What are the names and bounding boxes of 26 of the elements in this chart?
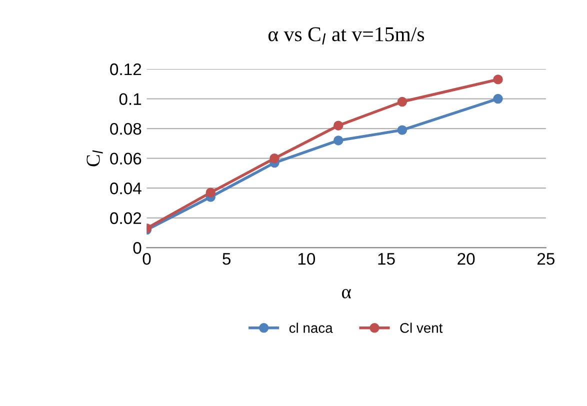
y-tick-label: 0.1	[119, 93, 142, 105]
y-tick-label: 0.12	[110, 63, 142, 76]
x-tick-label: 10	[298, 252, 316, 265]
x-tick-label: 20	[458, 252, 475, 265]
point	[397, 125, 408, 135]
x-tick-label: 15	[378, 253, 395, 265]
x-tick-label: 25	[537, 252, 554, 265]
chart-title: α vs C$_{l}$ at v=15m/s	[268, 27, 424, 44]
x-tick-label: 0	[142, 252, 151, 265]
y-tick-label: 0.06	[110, 152, 142, 165]
point	[397, 96, 408, 107]
x-tick-label: 5	[222, 253, 231, 265]
point	[206, 188, 216, 198]
y-tick-label: 0.08	[110, 122, 142, 135]
x-axis-title: α	[342, 289, 351, 298]
point	[333, 136, 344, 146]
y-tick-label: 0.04	[110, 182, 142, 194]
point	[270, 153, 280, 164]
legend-label: Cl vent	[400, 322, 443, 333]
y-axis-title: C$_{l}$	[86, 150, 103, 166]
point	[493, 94, 503, 104]
legend-label: cl naca	[289, 322, 333, 333]
y-tick-label: 0	[133, 242, 142, 254]
point	[493, 74, 503, 84]
point	[333, 120, 344, 130]
y-tick-label: 0.02	[110, 212, 142, 224]
